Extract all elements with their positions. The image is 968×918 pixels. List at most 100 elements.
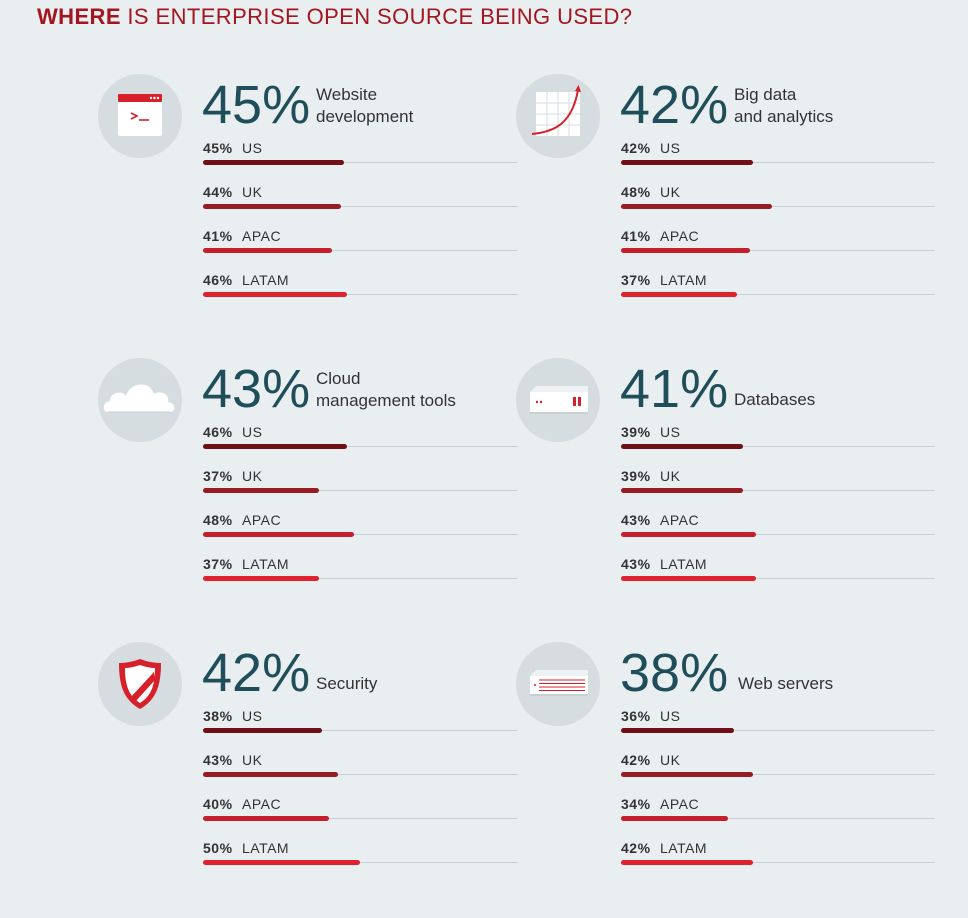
page-title: WHERE IS ENTERPRISE OPEN SOURCE BEING US… xyxy=(37,4,632,30)
category-total: 42% xyxy=(620,75,729,135)
bar-row-uk: 48% UK xyxy=(621,184,935,228)
icon-circle xyxy=(98,642,182,726)
bar-region-label: UK xyxy=(242,468,263,484)
bar xyxy=(203,160,345,165)
bar xyxy=(203,576,320,581)
bar-region-label: US xyxy=(660,140,681,156)
bar-row-us: 38% US xyxy=(203,708,517,752)
bar-region-label: US xyxy=(242,708,263,724)
icon-circle xyxy=(516,358,600,442)
baseline xyxy=(621,250,935,251)
bar-value-label: 34% xyxy=(621,796,651,812)
bar-row-uk: 42% UK xyxy=(621,752,935,796)
bar-region-label: LATAM xyxy=(242,272,290,288)
bar-value-label: 40% xyxy=(203,796,233,812)
category-label-line: Website xyxy=(316,85,378,104)
bar xyxy=(203,204,342,209)
bar-region-label: UK xyxy=(242,752,263,768)
bar-value-label: 43% xyxy=(621,556,651,572)
region-rows: 39% US 39% UK 43% APAC 43% LATAM xyxy=(621,424,935,600)
baseline xyxy=(203,774,517,775)
icon-circle xyxy=(516,74,600,158)
baseline xyxy=(203,578,517,579)
category-label-line: development xyxy=(316,107,414,126)
baseline xyxy=(621,818,935,819)
region-rows: 45% US 44% UK 41% APAC 46% LATAM xyxy=(203,140,517,316)
bar-row-us: 46% US xyxy=(203,424,517,468)
title-rest: IS ENTERPRISE OPEN SOURCE BEING USED? xyxy=(127,4,633,29)
bar-row-uk: 43% UK xyxy=(203,752,517,796)
baseline xyxy=(203,862,517,863)
category-total: 43% xyxy=(202,359,311,419)
bar-row-uk: 37% UK xyxy=(203,468,517,512)
category-label-line: Cloud xyxy=(316,369,361,388)
database-server-icon xyxy=(530,386,588,414)
category-total: 42% xyxy=(202,643,311,703)
baseline xyxy=(621,534,935,535)
baseline xyxy=(203,490,517,491)
bar-region-label: UK xyxy=(660,468,681,484)
region-rows: 42% US 48% UK 41% APAC 37% LATAM xyxy=(621,140,935,316)
bar-row-us: 45% US xyxy=(203,140,517,184)
baseline xyxy=(203,818,517,819)
category-label-line: and analytics xyxy=(734,107,834,126)
bar-row-apac: 43% APAC xyxy=(621,512,935,556)
bar xyxy=(203,488,320,493)
bar-row-latam: 42% LATAM xyxy=(621,840,935,884)
region-rows: 46% US 37% UK 48% APAC 37% LATAM xyxy=(203,424,517,600)
icon-circle xyxy=(516,642,600,726)
bar-value-label: 37% xyxy=(203,468,233,484)
baseline xyxy=(203,730,517,731)
bar-row-apac: 34% APAC xyxy=(621,796,935,840)
baseline xyxy=(203,162,517,163)
bar-region-label: LATAM xyxy=(660,272,708,288)
category-label-line: Web servers xyxy=(738,674,834,693)
bar-region-label: UK xyxy=(242,184,263,200)
bar xyxy=(203,728,323,733)
bar xyxy=(621,444,744,449)
bar xyxy=(203,860,360,865)
bar-region-label: LATAM xyxy=(242,840,290,856)
bar-row-latam: 43% LATAM xyxy=(621,556,935,600)
bar-region-label: APAC xyxy=(660,228,700,244)
baseline xyxy=(621,162,935,163)
bar-row-apac: 41% APAC xyxy=(621,228,935,272)
bar-value-label: 45% xyxy=(203,140,233,156)
category-label-line: management tools xyxy=(316,391,456,410)
baseline xyxy=(621,578,935,579)
bar xyxy=(621,248,750,253)
bar xyxy=(203,816,329,821)
bar-region-label: US xyxy=(242,140,263,156)
bar xyxy=(621,292,738,297)
category-label: Databases xyxy=(734,389,815,411)
bar-row-latam: 37% LATAM xyxy=(203,556,517,600)
bar-row-latam: 50% LATAM xyxy=(203,840,517,884)
bar-region-label: LATAM xyxy=(660,556,708,572)
bar-row-us: 39% US xyxy=(621,424,935,468)
bar-value-label: 41% xyxy=(203,228,233,244)
bar xyxy=(621,204,772,209)
baseline xyxy=(203,206,517,207)
icon-circle xyxy=(98,358,182,442)
bar-region-label: APAC xyxy=(660,796,700,812)
web-server-icon xyxy=(530,670,588,696)
bar-region-label: LATAM xyxy=(242,556,290,572)
bar-value-label: 46% xyxy=(203,424,233,440)
bar-region-label: LATAM xyxy=(660,840,708,856)
panel-security: 42% Security 38% US 43% UK 40% APAC 50% LATA… xyxy=(98,642,518,882)
bar-region-label: US xyxy=(242,424,263,440)
category-total: 41% xyxy=(620,359,729,419)
bar-region-label: APAC xyxy=(242,512,282,528)
baseline xyxy=(621,862,935,863)
bar xyxy=(203,772,339,777)
bar xyxy=(203,444,348,449)
panel-cloud-management: 43% Cloud management tools 46% US 37% UK 4… xyxy=(98,358,518,598)
bar xyxy=(203,248,332,253)
title-bold: WHERE xyxy=(37,4,121,29)
category-label: Web servers xyxy=(738,673,833,695)
bar xyxy=(621,772,753,777)
category-label: Big data and analytics xyxy=(734,84,833,128)
bar-row-apac: 48% APAC xyxy=(203,512,517,556)
rising-chart-icon xyxy=(531,85,581,136)
bar-region-label: UK xyxy=(660,184,681,200)
